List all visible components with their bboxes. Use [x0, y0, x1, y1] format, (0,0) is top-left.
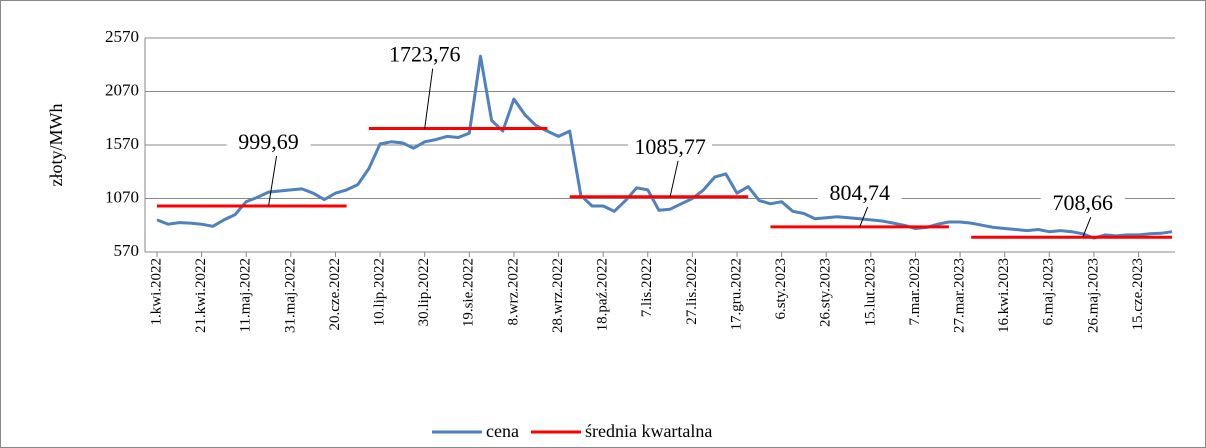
x-tick-label: 16.kwi.2023 [996, 258, 1012, 333]
y-tick-label: 1570 [105, 134, 139, 153]
x-tick-label: 6.maj.2023 [1041, 258, 1057, 326]
x-tick-label: 8.wrz.2022 [505, 258, 521, 326]
leader-line [424, 68, 434, 129]
x-tick-label: 27.mar.2023 [952, 258, 968, 333]
leader-line [1082, 216, 1092, 238]
legend-label: cena [486, 421, 519, 441]
leader-line [859, 206, 869, 228]
x-tick-label: 26.maj.2023 [1085, 258, 1101, 333]
x-tick-label: 15.lut.2023 [862, 258, 878, 326]
label-bg [382, 44, 467, 69]
x-tick-label: 10.lip.2022 [372, 258, 388, 326]
x-tick-label: 7.lis.2022 [639, 258, 655, 317]
x-tick-label: 30.lip.2022 [416, 258, 432, 326]
x-tick-label: 27.lis.2022 [684, 258, 700, 325]
data-label: 1723,76 [389, 42, 461, 67]
x-tick-label: 21.kwi.2022 [193, 258, 209, 333]
label-bg [628, 136, 713, 161]
y-tick-label: 1070 [105, 187, 139, 206]
y-axis-label: złoty/MWh [46, 104, 66, 187]
series-line [156, 54, 1173, 240]
x-tick-label: 20.cze.2022 [327, 258, 343, 330]
x-tick-label: 11.maj.2022 [238, 258, 254, 332]
data-label: 1085,77 [634, 134, 706, 159]
label-bg [226, 132, 311, 157]
data-label: 804,74 [829, 180, 890, 205]
y-tick-label: 2570 [105, 27, 139, 46]
x-tick-label: 19.sie.2022 [461, 258, 477, 327]
data-label: 708,66 [1053, 190, 1114, 215]
data-label: 999,69 [238, 129, 299, 154]
x-tick-label: 1.kwi.2022 [148, 258, 164, 326]
y-tick-label: 2070 [105, 80, 139, 99]
x-tick-label: 7.mar.2023 [907, 258, 923, 326]
x-tick-label: 31.maj.2022 [282, 258, 298, 333]
y-tick-label: 570 [114, 241, 140, 260]
x-tick-label: 18.paź.2022 [595, 258, 611, 331]
x-tick-label: 28.wrz.2022 [550, 258, 566, 333]
label-bg [1040, 193, 1125, 218]
legend-label: średnia kwartalna [585, 421, 712, 441]
x-tick-label: 26.sty.2023 [818, 258, 834, 327]
label-bg [817, 182, 902, 207]
x-tick-label: 6.sty.2023 [773, 258, 789, 320]
x-tick-label: 17.gru.2022 [728, 258, 744, 331]
leader-line [669, 160, 679, 197]
x-tick-label: 15.cze.2023 [1130, 258, 1146, 330]
leader-line [268, 155, 278, 207]
